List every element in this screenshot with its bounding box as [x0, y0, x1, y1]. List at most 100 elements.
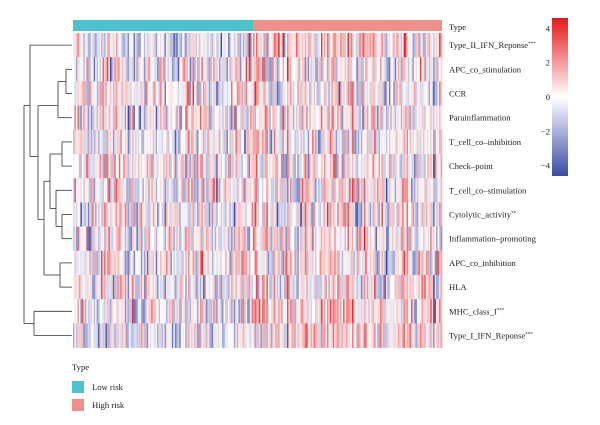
heatmap-cell: [440, 129, 443, 155]
heatmap-cell: [258, 105, 261, 131]
heatmap-cell: [329, 33, 332, 58]
heatmap-cell: [196, 105, 199, 131]
heatmap-cell: [137, 178, 140, 203]
heatmap-cell: [133, 154, 136, 179]
heatmap-cell: [114, 81, 117, 106]
heatmap-cell: [264, 202, 267, 227]
heatmap-cell: [244, 323, 247, 348]
heatmap-cell: [226, 275, 229, 300]
heatmap-cell: [225, 178, 227, 203]
heatmap-cell: [132, 129, 134, 155]
heatmap-cell: [384, 178, 387, 203]
heatmap-cell: [411, 33, 413, 58]
heatmap-cell: [282, 33, 285, 58]
heatmap-cell: [225, 57, 227, 82]
heatmap-cell: [179, 105, 182, 131]
heatmap-cell: [269, 154, 272, 179]
heatmap-cell: [343, 299, 345, 324]
heatmap-cell: [106, 323, 109, 348]
heatmap-cell: [344, 178, 347, 203]
heatmap-cell: [84, 178, 87, 203]
heatmap-cell: [195, 33, 198, 58]
heatmap-cell: [205, 202, 208, 227]
heatmap-cell: [287, 250, 289, 276]
heatmap-cell: [400, 299, 403, 324]
heatmap-cell: [326, 299, 329, 324]
heatmap-cell: [399, 129, 402, 155]
heatmap-cell: [303, 299, 306, 324]
heatmap-cell: [161, 81, 164, 106]
heatmap-cell: [220, 105, 223, 131]
heatmap-cell: [381, 226, 384, 252]
heatmap-cell: [347, 81, 350, 106]
heatmap-cell: [375, 57, 378, 82]
heatmap-cell: [208, 129, 211, 155]
heatmap-cell: [121, 250, 124, 276]
heatmap-cell: [269, 33, 272, 58]
heatmap-cell: [430, 250, 433, 276]
heatmap-cell: [89, 57, 92, 82]
heatmap-cell: [241, 275, 244, 300]
heatmap-cell: [285, 178, 288, 203]
heatmap-cell: [366, 81, 369, 106]
heatmap-cell: [123, 323, 126, 348]
heatmap-cell: [396, 81, 399, 106]
heatmap-cell: [360, 81, 363, 106]
heatmap-cell: [390, 226, 393, 252]
heatmap-cell: [256, 57, 258, 82]
heatmap-cell: [164, 154, 167, 179]
heatmap-cell: [75, 154, 78, 179]
heatmap-cell: [332, 299, 335, 324]
heatmap-cell: [78, 81, 81, 106]
heatmap-cell: [261, 57, 264, 82]
heatmap-cell: [81, 202, 84, 227]
heatmap-cell: [440, 275, 443, 300]
heatmap-cell: [152, 323, 155, 348]
heatmap-cell: [278, 250, 280, 276]
heatmap-cell: [341, 250, 344, 276]
heatmap-cell: [179, 57, 182, 82]
heatmap-cell: [310, 154, 313, 179]
heatmap-cell: [134, 299, 137, 324]
heatmap-cell: [81, 81, 84, 106]
heatmap-cell: [416, 57, 419, 82]
heatmap-cell: [409, 154, 412, 179]
heatmap-cell: [315, 81, 317, 106]
heatmap-cell: [325, 105, 328, 131]
heatmap-cell: [297, 57, 300, 82]
heatmap-cell: [400, 129, 403, 155]
heatmap-cell: [384, 299, 387, 324]
heatmap-cell: [371, 105, 373, 131]
heatmap-cell: [127, 129, 130, 155]
heatmap-cell: [331, 57, 334, 82]
heatmap-cell: [396, 57, 399, 82]
heatmap-cell: [233, 275, 236, 300]
heatmap-cell: [132, 299, 134, 324]
heatmap-cell: [430, 275, 433, 300]
heatmap-cell: [213, 33, 216, 58]
heatmap-cell: [300, 226, 303, 252]
heatmap-cell: [303, 105, 306, 131]
heatmap-cell: [374, 57, 376, 82]
heatmap-cell: [285, 275, 288, 300]
heatmap-cell: [250, 154, 252, 179]
heatmap-cell: [177, 81, 180, 106]
heatmap-cell: [149, 81, 152, 106]
heatmap-cell: [424, 202, 427, 227]
heatmap-cell: [207, 81, 210, 106]
heatmap-cell: [359, 323, 362, 348]
heatmap-cell: [201, 202, 204, 227]
heatmap-cell: [233, 33, 236, 58]
heatmap-cell: [349, 33, 351, 58]
heatmap-cell: [198, 81, 201, 106]
heatmap-cell: [101, 275, 103, 300]
heatmap-cell: [371, 178, 373, 203]
heatmap-cell: [244, 178, 247, 203]
heatmap-cell: [391, 275, 394, 300]
heatmap-cell: [437, 57, 440, 82]
heatmap-cell: [343, 154, 345, 179]
heatmap-cell: [120, 299, 123, 324]
heatmap-cell: [295, 202, 298, 227]
heatmap-cell: [400, 81, 403, 106]
heatmap-cell: [229, 105, 232, 131]
